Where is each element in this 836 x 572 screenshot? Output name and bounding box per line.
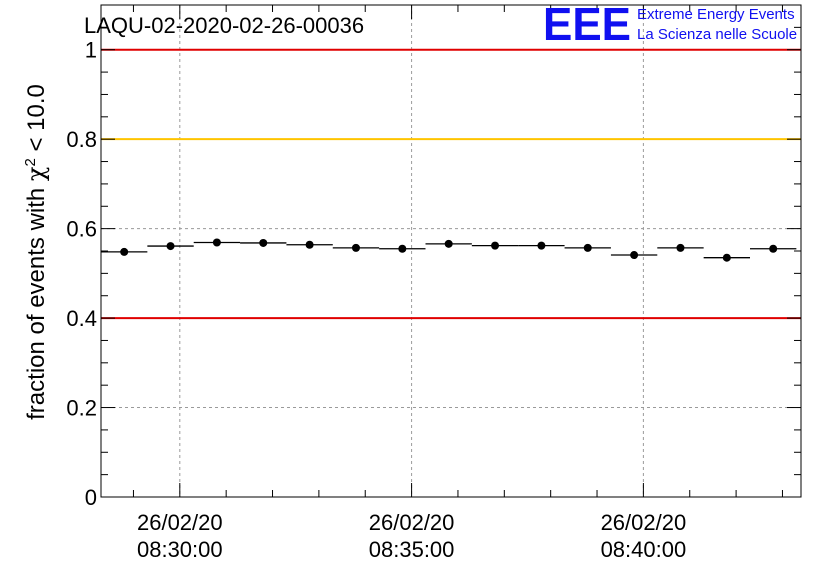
data-point (537, 241, 546, 250)
grid-lines (101, 5, 801, 497)
data-points (101, 238, 797, 262)
y-tick-label: 0.6 (66, 217, 97, 242)
data-point (351, 243, 360, 252)
data-point (769, 244, 778, 253)
x-tick-label-time: 08:35:00 (369, 537, 455, 562)
eee-logo-line1: Extreme Energy Events (637, 6, 795, 23)
y-tick-label: 0.4 (66, 306, 97, 331)
y-tick-label: 0.2 (66, 396, 97, 421)
data-point (630, 251, 639, 260)
eee-logo: EEE Extreme Energy Events La Scienza nel… (543, 0, 797, 50)
chart-title: LAQU-02-2020-02-26-00036 (84, 13, 364, 38)
y-axis-label: fraction of events with χ2 < 10.0 (22, 84, 50, 420)
data-point (583, 243, 592, 252)
x-tick-label-date: 26/02/20 (369, 510, 455, 535)
axis-ticks (101, 4, 801, 498)
data-point (305, 240, 314, 249)
data-point (166, 242, 175, 251)
y-tick-label: 1 (85, 38, 97, 63)
x-tick-label-date: 26/02/20 (601, 510, 687, 535)
plot-frame (100, 4, 802, 498)
data-point (722, 253, 731, 262)
eee-logo-line2: La Scienza nelle Scuole (637, 26, 797, 43)
data-point (444, 239, 453, 248)
tick-labels: 00.20.40.60.8126/02/2008:30:0026/02/2008… (66, 38, 686, 562)
y-tick-label: 0 (85, 485, 97, 510)
data-point (120, 247, 129, 256)
y-tick-label: 0.8 (66, 127, 97, 152)
data-point (676, 243, 685, 252)
eee-logo-mark: EEE (543, 0, 631, 50)
data-point (491, 241, 500, 250)
data-point (259, 238, 268, 247)
x-tick-label-time: 08:40:00 (601, 537, 687, 562)
x-tick-label-time: 08:30:00 (137, 537, 223, 562)
x-tick-label-date: 26/02/20 (137, 510, 223, 535)
reference-lines (101, 48, 801, 320)
data-point (212, 238, 221, 247)
data-point (398, 244, 407, 253)
